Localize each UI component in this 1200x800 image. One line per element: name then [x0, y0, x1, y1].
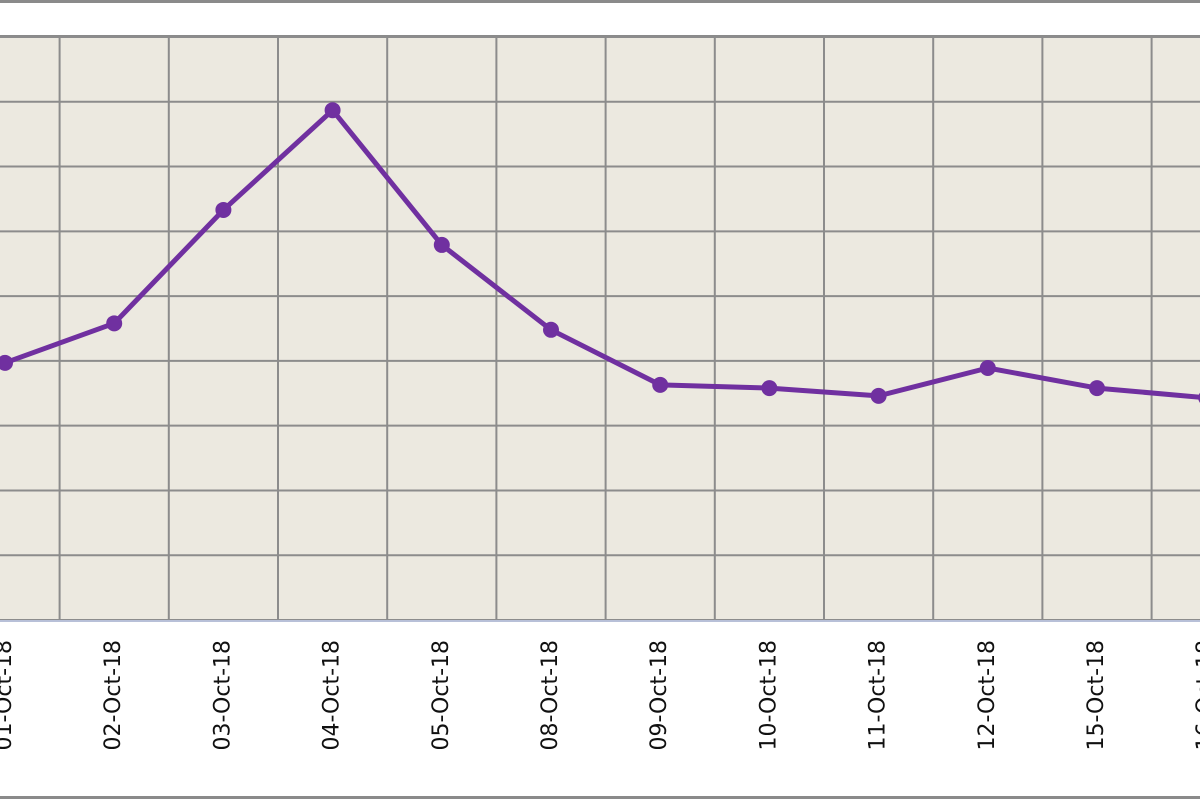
x-tick-label: 02-Oct-18: [101, 640, 126, 751]
x-tick-label: 11-Oct-18: [866, 640, 891, 751]
x-tick-label: 15-Oct-18: [1084, 640, 1109, 751]
grid: [0, 36, 1200, 622]
x-tick-label: 12-Oct-18: [975, 640, 1000, 751]
point: [433, 236, 450, 253]
point: [106, 315, 123, 332]
point: [543, 321, 559, 338]
point: [761, 380, 778, 397]
x-tick-label: 16-Oct-18: [1193, 640, 1200, 751]
x-tick-label: 08-Oct-18: [538, 640, 563, 751]
line: [4, 107, 1200, 400]
point: [324, 102, 341, 119]
x-axis: 01-Oct-18 02-Oct-18 03-Oct-18 04-Oct-18 05-O…: [0, 640, 1200, 751]
x-tick-label: 09-Oct-18: [647, 640, 672, 751]
x-tick-label: 05-Oct-18: [429, 640, 454, 751]
point: [0, 354, 13, 371]
point: [652, 376, 669, 393]
point: [979, 360, 996, 377]
series: [0, 102, 1200, 404]
x-tick-label: 04-Oct-18: [320, 640, 345, 751]
point: [1089, 380, 1105, 397]
x-tick-label: 10-Oct-18: [756, 640, 781, 751]
x-tick-label: 01-Oct-18: [0, 640, 17, 751]
x-tick-label: 03-Oct-18: [210, 640, 235, 751]
point: [215, 201, 232, 218]
point: [870, 387, 887, 404]
plot-area: [0, 36, 1200, 620]
